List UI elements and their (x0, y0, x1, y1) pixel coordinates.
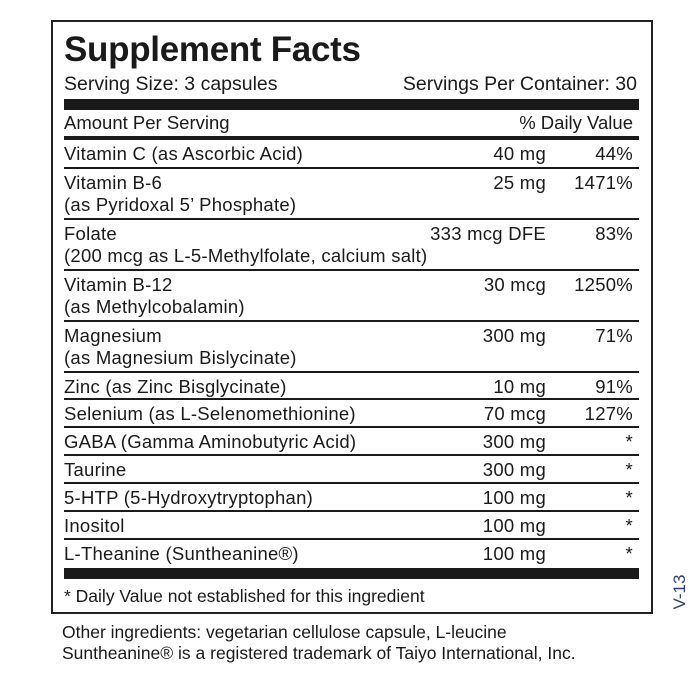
nutrient-name: Vitamin B-12 (64, 274, 173, 295)
amount-header: Amount Per Serving (64, 112, 230, 133)
table-row: Folate (200 mcg as L-5-Methylfolate, calc… (64, 220, 639, 271)
table-row: GABA (Gamma Aminobutyric Acid) 300 mg * (64, 428, 639, 456)
nutrient-name: Taurine (64, 459, 127, 480)
nutrient-name: Magnesium (64, 325, 162, 346)
nutrient-daily-value: * (625, 487, 633, 508)
table-row: Taurine 300 mg * (64, 456, 639, 484)
panel-title: Supplement Facts (64, 30, 361, 69)
nutrient-source: (200 mcg as L-5-Methylfolate, calcium sa… (64, 245, 428, 266)
table-row: Vitamin B-12 (as Methylcobalamin) 30 mcg 12… (64, 271, 639, 322)
nutrient-amount: 300 mg (482, 325, 546, 346)
serving-size: Serving Size: 3 capsules (64, 73, 278, 95)
nutrient-name: 5-HTP (5-Hydroxytryptophan) (64, 487, 314, 508)
nutrient-amount: 30 mcg (483, 274, 546, 295)
table-header: Amount Per Serving % Daily Value (64, 112, 639, 140)
nutrient-name: Vitamin B-6 (64, 172, 163, 193)
nutrient-table: Amount Per Serving % Daily Value Vitamin… (64, 112, 639, 567)
nutrient-name: Selenium (as L-Selenomethionine) (64, 403, 356, 424)
trademark-notice: Suntheanine® is a registered trademark o… (62, 643, 576, 663)
nutrient-name: Folate (64, 223, 117, 244)
nutrient-daily-value: * (625, 515, 633, 536)
table-row: Vitamin B-6 (as Pyridoxal 5’ Phosphate) 25… (64, 169, 639, 220)
servings-per-container: Servings Per Container: 30 (402, 73, 637, 95)
thick-divider (64, 568, 639, 579)
nutrient-daily-value: 83% (595, 223, 633, 244)
table-row: Vitamin C (as Ascorbic Acid) 40 mg 44% (64, 140, 639, 169)
nutrient-amount: 40 mg (493, 143, 546, 164)
nutrient-name: Vitamin C (as Ascorbic Acid) (64, 143, 304, 164)
dv-header: % Daily Value (519, 112, 633, 133)
table-row: Selenium (as L-Selenomethionine) 70 mcg 12… (64, 400, 639, 428)
nutrient-amount: 333 mcg DFE (430, 223, 546, 244)
nutrient-daily-value: 1471% (574, 172, 633, 193)
nutrient-daily-value: * (625, 543, 633, 564)
nutrient-name: L-Theanine (Suntheanine®) (64, 543, 299, 564)
nutrient-amount: 100 mg (482, 487, 546, 508)
nutrient-daily-value: 1250% (574, 274, 633, 295)
nutrient-amount: 300 mg (482, 431, 546, 452)
footnote: * Daily Value not established for this i… (64, 586, 425, 606)
nutrient-name: Inositol (64, 515, 125, 536)
nutrient-daily-value: * (625, 431, 633, 452)
nutrient-amount: 300 mg (482, 459, 546, 480)
nutrient-amount: 100 mg (482, 515, 546, 536)
thick-divider (64, 99, 639, 110)
table-row: Zinc (as Zinc Bisglycinate) 10 mg 91% (64, 373, 639, 400)
table-row: Magnesium (as Magnesium Bislycinate) 300 m… (64, 322, 639, 373)
nutrient-amount: 25 mg (493, 172, 546, 193)
nutrient-daily-value: 91% (595, 376, 633, 397)
table-row: L-Theanine (Suntheanine®) 100 mg * (64, 540, 639, 567)
nutrient-amount: 10 mg (493, 376, 546, 397)
nutrient-source: (as Methylcobalamin) (64, 296, 245, 317)
nutrient-daily-value: 127% (584, 403, 633, 424)
nutrient-name: GABA (Gamma Aminobutyric Acid) (64, 431, 357, 452)
nutrient-source: (as Pyridoxal 5’ Phosphate) (64, 194, 297, 215)
other-ingredients-block: Other ingredients: vegetarian cellulose … (62, 622, 576, 664)
table-row: Inositol 100 mg * (64, 512, 639, 540)
serving-info: Serving Size: 3 capsules Servings Per Co… (64, 73, 637, 96)
nutrient-daily-value: * (625, 459, 633, 480)
nutrient-source: (as Magnesium Bislycinate) (64, 347, 297, 368)
nutrient-name: Zinc (as Zinc Bisglycinate) (64, 376, 287, 397)
nutrient-daily-value: 71% (595, 325, 633, 346)
nutrient-daily-value: 44% (595, 143, 633, 164)
supplement-facts-panel: Supplement Facts Serving Size: 3 capsule… (51, 20, 653, 614)
table-row: 5-HTP (5-Hydroxytryptophan) 100 mg * (64, 484, 639, 512)
nutrient-amount: 70 mcg (483, 403, 546, 424)
nutrient-amount: 100 mg (482, 543, 546, 564)
other-ingredients: Other ingredients: vegetarian cellulose … (62, 622, 507, 642)
label-code: V-13 (670, 574, 689, 610)
